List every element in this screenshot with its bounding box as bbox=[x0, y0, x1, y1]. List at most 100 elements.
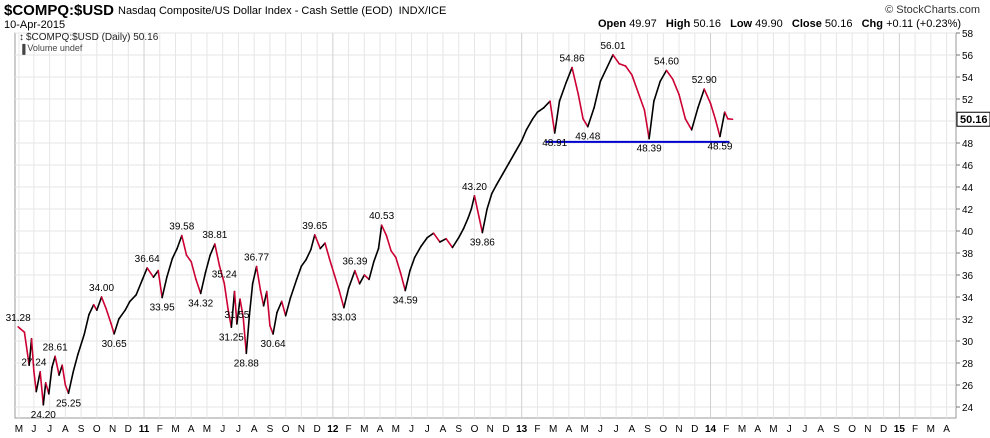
price-annotation: 54.60 bbox=[654, 56, 679, 67]
price-segment bbox=[542, 100, 551, 109]
x-tick-label: D bbox=[314, 424, 321, 435]
x-tick-label: F bbox=[912, 424, 918, 435]
x-tick-label: D bbox=[880, 424, 887, 435]
chg-value: +0.11 (+0.23%) bbox=[886, 18, 962, 30]
price-segment bbox=[338, 289, 345, 309]
x-tick-label: M bbox=[738, 424, 746, 435]
price-segment bbox=[96, 296, 103, 312]
close-label: Close bbox=[791, 18, 822, 30]
price-segment bbox=[605, 54, 614, 69]
y-tick-label: 52 bbox=[962, 95, 974, 106]
price-segment bbox=[380, 224, 388, 237]
price-segment bbox=[502, 162, 510, 175]
price-segment bbox=[204, 254, 211, 274]
x-tick-label: J bbox=[409, 424, 414, 435]
open-label: Open bbox=[598, 18, 627, 30]
price-annotation: 28.88 bbox=[234, 358, 259, 369]
x-tick-label: 15 bbox=[894, 424, 906, 435]
price-segment bbox=[77, 333, 86, 356]
y-tick-label: 54 bbox=[962, 73, 974, 84]
price-segment bbox=[30, 337, 35, 373]
y-tick-label: 34 bbox=[962, 293, 974, 304]
price-annotation: 52.90 bbox=[692, 75, 717, 86]
bar-style-icon: ↕ bbox=[19, 32, 24, 43]
legend-price: ↕ $COMPQ:$USD (Daily) 50.16 bbox=[19, 32, 158, 43]
price-annotation: 39.58 bbox=[169, 222, 194, 233]
price-segment bbox=[358, 274, 366, 285]
x-tick-label: J bbox=[47, 424, 52, 435]
stockcharts-brand[interactable]: © StockCharts.com bbox=[885, 4, 980, 16]
price-segment bbox=[39, 370, 45, 406]
price-segment bbox=[354, 269, 361, 285]
price-segment bbox=[486, 192, 493, 210]
price-segment bbox=[582, 118, 589, 128]
x-tick-label: A bbox=[188, 424, 195, 435]
price-segment bbox=[413, 245, 422, 259]
price-annotation: 36.77 bbox=[244, 253, 269, 264]
x-tick-label: M bbox=[360, 424, 368, 435]
price-segment bbox=[520, 129, 528, 142]
price-segment bbox=[577, 93, 584, 120]
price-segment bbox=[190, 260, 197, 281]
price-segment bbox=[490, 184, 498, 195]
price-segment bbox=[233, 290, 238, 325]
price-segment bbox=[719, 111, 726, 138]
x-tick-label: S bbox=[455, 424, 462, 435]
x-tick-label: A bbox=[440, 424, 447, 435]
x-tick-label: M bbox=[392, 424, 400, 435]
price-segment bbox=[470, 195, 476, 210]
price-segment bbox=[368, 260, 375, 281]
price-segment bbox=[33, 370, 38, 393]
price-segment bbox=[653, 80, 661, 102]
price-segment bbox=[531, 111, 539, 120]
x-tick-label: M bbox=[171, 424, 179, 435]
price-segment bbox=[631, 74, 639, 94]
x-tick-label: J bbox=[787, 424, 792, 435]
x-tick-label: M bbox=[15, 424, 23, 435]
price-segment bbox=[343, 287, 350, 309]
price-segment bbox=[185, 254, 193, 263]
price-annotation: 36.64 bbox=[135, 254, 160, 265]
x-tick-label: F bbox=[534, 424, 540, 435]
close-value: 50.16 bbox=[824, 18, 853, 30]
price-annotation: 48.91 bbox=[542, 138, 567, 149]
x-tick-label: D bbox=[125, 424, 132, 435]
x-tick-label: M bbox=[769, 424, 777, 435]
x-tick-label: M bbox=[927, 424, 935, 435]
price-segment bbox=[129, 293, 137, 303]
x-tick-label: A bbox=[754, 424, 761, 435]
price-segment bbox=[152, 269, 159, 279]
price-segment bbox=[92, 303, 98, 312]
x-tick-label: J bbox=[220, 424, 225, 435]
price-annotation: 49.48 bbox=[575, 132, 600, 143]
price-annotation: 28.61 bbox=[43, 342, 68, 353]
price-segment bbox=[310, 234, 316, 251]
x-tick-label: 14 bbox=[705, 424, 717, 435]
price-annotation: 54.86 bbox=[560, 54, 585, 65]
price-annotation: 31.25 bbox=[219, 332, 244, 343]
price-annotation: 38.81 bbox=[202, 230, 227, 241]
price-segment bbox=[709, 102, 717, 120]
legend-price-text: $COMPQ:$USD (Daily) 50.16 bbox=[26, 32, 159, 44]
price-segment bbox=[659, 69, 668, 83]
price-segment bbox=[265, 290, 271, 327]
price-annotation: 31.55 bbox=[224, 310, 249, 321]
price-segment bbox=[289, 278, 298, 299]
last-value-box bbox=[956, 111, 990, 127]
chart-symbol: $COMPQ:$USD bbox=[4, 2, 115, 19]
y-tick-label: 24 bbox=[962, 403, 974, 414]
price-segment bbox=[141, 267, 148, 281]
price-segment bbox=[110, 322, 115, 335]
price-segment bbox=[313, 234, 322, 250]
x-tick-label: F bbox=[157, 424, 163, 435]
x-tick-label: A bbox=[377, 424, 384, 435]
price-segment bbox=[67, 370, 75, 395]
price-segment bbox=[276, 300, 283, 314]
price-segment bbox=[300, 258, 307, 268]
price-annotation: 25.25 bbox=[56, 398, 81, 409]
price-segment bbox=[54, 355, 60, 376]
low-label: Low bbox=[730, 18, 753, 30]
x-tick-label: M bbox=[203, 424, 211, 435]
price-segment bbox=[690, 107, 699, 131]
